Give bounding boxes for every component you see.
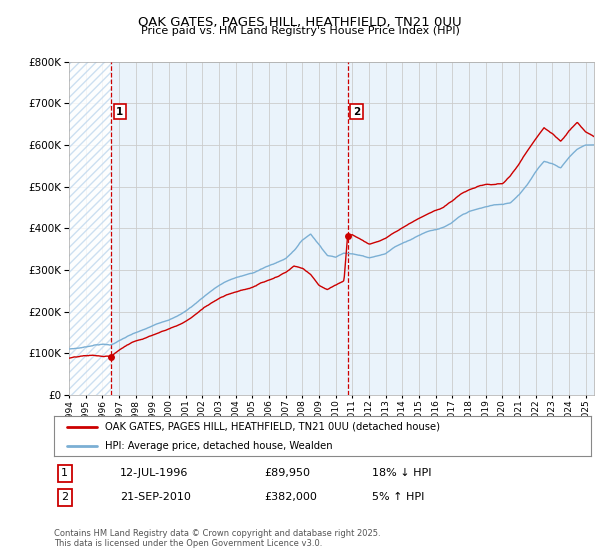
Text: 1: 1 [116, 106, 124, 116]
Text: 1: 1 [61, 468, 68, 478]
Text: HPI: Average price, detached house, Wealden: HPI: Average price, detached house, Weal… [105, 441, 332, 450]
Text: 12-JUL-1996: 12-JUL-1996 [120, 468, 188, 478]
Text: 21-SEP-2010: 21-SEP-2010 [120, 492, 191, 502]
Text: 2: 2 [61, 492, 68, 502]
Text: 5% ↑ HPI: 5% ↑ HPI [372, 492, 424, 502]
Text: £382,000: £382,000 [264, 492, 317, 502]
Text: £89,950: £89,950 [264, 468, 310, 478]
Bar [69, 62, 111, 395]
Text: OAK GATES, PAGES HILL, HEATHFIELD, TN21 0UU: OAK GATES, PAGES HILL, HEATHFIELD, TN21 … [138, 16, 462, 29]
Text: Price paid vs. HM Land Registry's House Price Index (HPI): Price paid vs. HM Land Registry's House … [140, 26, 460, 36]
Text: 2: 2 [353, 106, 360, 116]
Bar [69, 62, 111, 395]
Text: 18% ↓ HPI: 18% ↓ HPI [372, 468, 431, 478]
Text: Contains HM Land Registry data © Crown copyright and database right 2025.
This d: Contains HM Land Registry data © Crown c… [54, 529, 380, 548]
Text: OAK GATES, PAGES HILL, HEATHFIELD, TN21 0UU (detached house): OAK GATES, PAGES HILL, HEATHFIELD, TN21 … [105, 422, 440, 432]
